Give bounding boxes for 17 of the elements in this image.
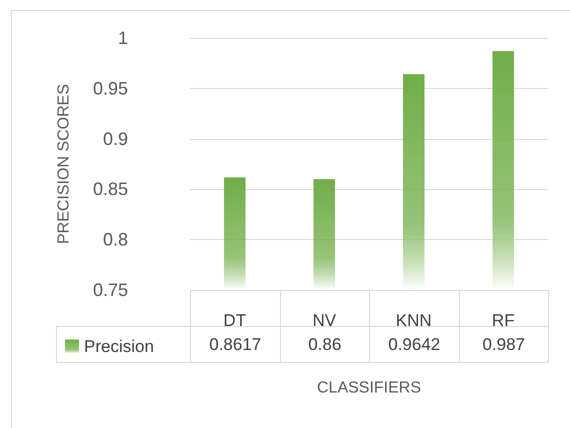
x-tick-label: NV [312,311,337,330]
x-tick-label: RF [492,311,515,330]
y-axis-title: PRECISION SCORES [56,84,72,244]
y-tick-label: 0.85 [92,179,128,200]
y-tick-label: 0.8 [102,230,128,250]
y-tick-label: 0.9 [102,128,128,149]
data-label: 0.86 [308,334,342,354]
y-tick-label: 0.75 [92,280,128,300]
data-label: 0.9642 [388,334,440,354]
x-axis-title: CLASSIFIERS [316,380,422,396]
data-label: 0.987 [482,334,526,354]
y-tick-label: 1 [118,28,128,48]
y-tick-label: 0.95 [92,78,128,98]
legend-label: Precision [84,337,154,356]
x-tick-label: KNN [396,311,432,330]
data-label: 0.8617 [209,334,262,354]
x-tick-label: DT [223,311,246,330]
